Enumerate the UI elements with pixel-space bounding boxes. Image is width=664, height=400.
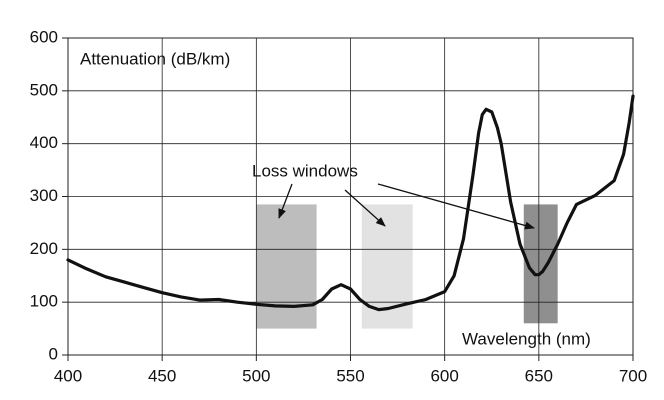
x-tick-label: 500 — [242, 366, 270, 385]
y-tick-label: 400 — [30, 133, 58, 152]
y-tick-label: 300 — [30, 186, 58, 205]
plot-layer: 0 100 200 300 400 500 600 400 450 500 550 600 650 700 — [30, 27, 648, 385]
x-tick-label: 450 — [148, 366, 176, 385]
arrow — [377, 183, 535, 230]
loss-window — [256, 204, 317, 329]
annotation: Loss windows — [252, 161, 358, 180]
y-tick-label: 200 — [30, 239, 58, 258]
y-tick-label: 100 — [30, 292, 58, 311]
x-tick-label: 400 — [54, 366, 82, 385]
y-tick-label: 500 — [30, 80, 58, 99]
arrow — [278, 183, 293, 219]
y-axis-label: Attenuation (dB/km) — [80, 49, 230, 68]
arrow — [344, 189, 386, 227]
x-tick-label: 700 — [619, 366, 647, 385]
x-axis-label: Wavelength (nm) — [462, 329, 591, 348]
x-tick-label: 650 — [525, 366, 553, 385]
y-tick-label: 0 — [49, 344, 58, 363]
y-tick-label: 600 — [30, 27, 58, 46]
x-tick-label: 600 — [430, 366, 458, 385]
attenuation-line — [66, 94, 635, 312]
plot-frame — [67, 37, 634, 356]
x-tick-label: 550 — [336, 366, 364, 385]
